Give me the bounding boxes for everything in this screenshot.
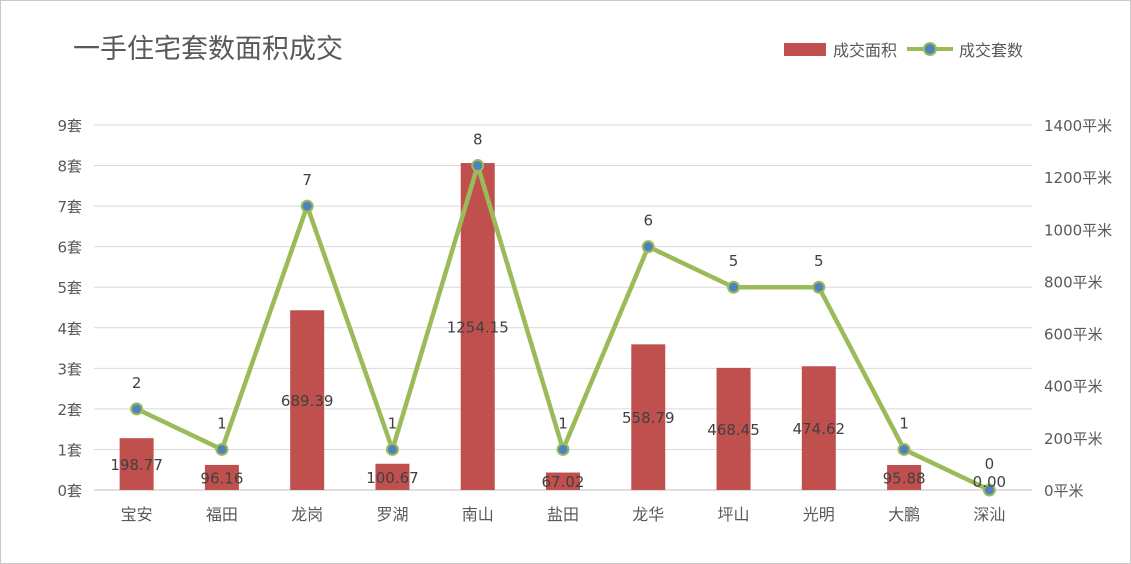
legend-item-area: 成交面积 <box>784 37 897 61</box>
line-data-label: 1 <box>217 414 227 432</box>
line-point-marker <box>812 280 826 294</box>
y-left-tick-label: 8套 <box>57 158 82 176</box>
line-point-marker <box>556 442 570 456</box>
bar-data-label: 558.79 <box>622 409 675 427</box>
y-left-tick-label: 1套 <box>57 441 82 459</box>
y-left-tick-label: 7套 <box>57 198 82 216</box>
line-data-label: 0 <box>985 455 995 473</box>
bar-data-label: 198.77 <box>110 456 163 474</box>
y-right-tick-label: 200平米 <box>1044 430 1103 448</box>
y-left-tick-label: 6套 <box>57 239 82 257</box>
line-data-label: 6 <box>643 212 653 230</box>
bar-data-label: 0.00 <box>973 473 1006 491</box>
line-point-marker <box>215 442 229 456</box>
line-data-label: 5 <box>814 252 824 270</box>
line-point-marker <box>982 483 996 497</box>
x-category-label: 南山 <box>462 505 494 524</box>
bar <box>801 366 836 490</box>
y-right-tick-label: 0平米 <box>1044 482 1084 500</box>
legend: 成交面积 成交套数 <box>784 38 1023 60</box>
bar <box>119 438 154 490</box>
bar-data-label: 1254.15 <box>447 319 509 337</box>
line-point-marker <box>897 442 911 456</box>
legend-bar-swatch-icon <box>784 42 826 56</box>
x-category-label: 宝安 <box>121 505 153 524</box>
x-category-label: 大鹏 <box>888 505 920 524</box>
line-point-marker <box>471 159 485 173</box>
x-category-label: 深汕 <box>973 505 1005 524</box>
y-left-tick-label: 3套 <box>57 360 82 378</box>
y-right-tick-label: 1400平米 <box>1044 117 1112 135</box>
y-left-tick-label: 9套 <box>57 117 82 135</box>
bar <box>546 472 580 490</box>
line-data-label: 8 <box>473 131 483 149</box>
bar-data-label: 67.02 <box>542 473 585 491</box>
x-category-label: 盐田 <box>547 505 579 524</box>
bar <box>887 465 922 490</box>
line-point-marker <box>727 280 741 294</box>
bar-data-label: 474.62 <box>793 420 846 438</box>
y-left-tick-label: 5套 <box>57 279 82 297</box>
y-right-tick-label: 1200平米 <box>1044 169 1112 187</box>
y-left-tick-label: 0套 <box>57 482 82 500</box>
y-left-tick-label: 2套 <box>57 401 82 419</box>
legend-label-count: 成交套数 <box>959 41 1024 60</box>
legend-line-swatch-icon <box>907 42 954 56</box>
line-data-label: 7 <box>302 171 312 189</box>
legend-item-count: 成交套数 <box>897 37 1023 61</box>
x-category-label: 福田 <box>206 505 238 524</box>
y-right-tick-label: 1000平米 <box>1044 221 1112 239</box>
line-point-marker <box>641 240 655 254</box>
bar <box>716 367 751 490</box>
line-data-label: 1 <box>558 414 568 432</box>
bar <box>375 463 410 490</box>
y-left-tick-label: 4套 <box>57 320 82 338</box>
bar-data-label: 96.16 <box>200 469 243 487</box>
line-data-label: 1 <box>388 414 398 432</box>
y-right-tick-label: 800平米 <box>1044 273 1103 291</box>
bar <box>290 310 325 490</box>
bar-data-label: 100.67 <box>366 469 419 487</box>
bar <box>204 464 239 490</box>
line-point-marker <box>130 402 144 416</box>
line-data-label: 2 <box>132 374 142 392</box>
legend-label-area: 成交面积 <box>833 41 898 60</box>
bar-data-label: 95.88 <box>883 470 926 488</box>
x-category-label: 龙华 <box>632 505 664 524</box>
bar-data-label: 468.45 <box>707 421 760 439</box>
chart-title: 一手住宅套数面积成交 <box>73 34 343 65</box>
bar-data-label: 689.39 <box>281 392 334 410</box>
bar <box>460 163 495 490</box>
line-data-label: 5 <box>729 252 739 270</box>
line-point-marker <box>300 199 314 213</box>
bar <box>631 344 666 490</box>
x-category-label: 坪山 <box>718 505 750 524</box>
x-category-label: 龙岗 <box>291 505 323 524</box>
y-right-tick-label: 600平米 <box>1044 326 1103 344</box>
line-point-marker <box>385 442 399 456</box>
y-right-tick-label: 400平米 <box>1044 378 1103 396</box>
x-category-label: 罗湖 <box>376 505 408 524</box>
line-data-label: 1 <box>899 414 909 432</box>
x-category-label: 光明 <box>803 505 835 524</box>
